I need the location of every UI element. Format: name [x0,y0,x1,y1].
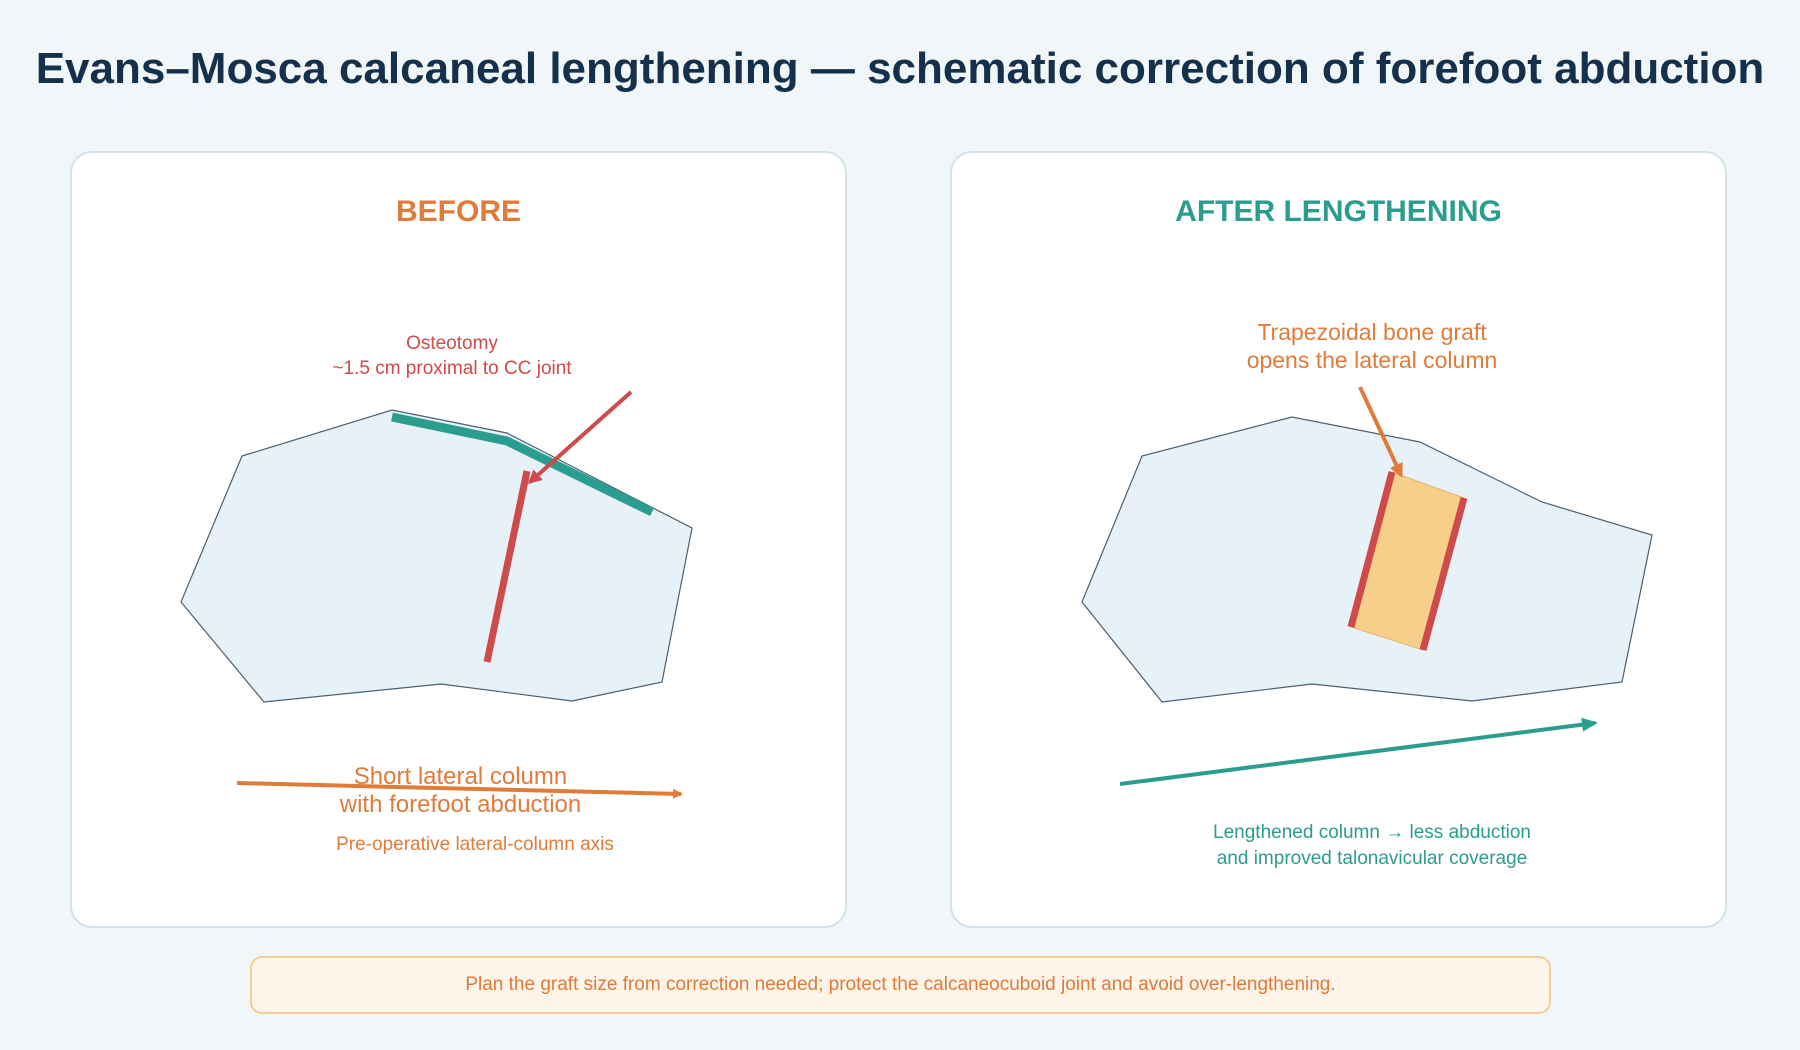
graft-label: Trapezoidal bone graft opens the lateral… [1122,318,1622,374]
lateral-column-segment [391,412,654,517]
before-caption-line1: Short lateral column [353,763,568,790]
graft-pointer-arrow [1358,386,1403,478]
osteotomy-label-detail: ~1.5 cm proximal to CC joint [332,358,572,379]
before-heading: BEFORE [395,195,521,228]
preop-axis-arrow [236,781,683,799]
calcaneus-outline [180,409,693,703]
osteotomy-pointer-arrow [527,390,633,484]
osteotomy-label: Osteotomy ~1.5 cm proximal to CC joint [227,331,677,381]
preop-axis-label: Pre-operative lateral-column axis [336,834,614,855]
after-heading: AFTER LENGTHENING [1175,195,1502,228]
before-caption: Short lateral column with forefoot abduc… [72,763,849,819]
postop-axis-arrow [1119,717,1598,786]
osteotomy-line [483,470,531,663]
after-caption-line2: and improved talonavicular coverage [1216,848,1528,869]
after-caption: Lengthened column → less abduction and i… [1072,820,1672,872]
before-caption-line2: with forefoot abduction [339,791,582,818]
graft-proximal-cut [1347,471,1396,628]
graft-label-line2: opens the lateral column [1246,347,1498,373]
after-caption-line1: Lengthened column → less abduction [1213,822,1531,843]
osteotomy-label-title: Osteotomy [406,333,498,354]
planning-note: Plan the graft size from correction need… [250,956,1551,1014]
page-title: Evans–Mosca calcaneal lengthening — sche… [35,44,1765,93]
after-diagram [1081,386,1653,786]
graft-label-line1: Trapezoidal bone graft [1257,319,1487,345]
before-diagram [180,390,693,799]
before-panel: BEFORE Osteotomy ~1.5 cm proximal to CC … [70,151,847,928]
after-panel: AFTER LENGTHENING Trapezoidal bone graft… [950,151,1727,928]
graft-distal-cut [1419,497,1468,651]
